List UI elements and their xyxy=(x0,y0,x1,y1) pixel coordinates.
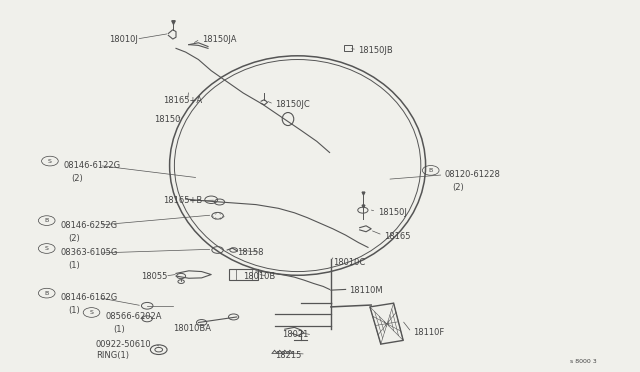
Text: (2): (2) xyxy=(68,234,80,243)
Text: 18010C: 18010C xyxy=(333,258,365,267)
Text: 18055: 18055 xyxy=(141,272,167,280)
Text: (1): (1) xyxy=(113,326,125,334)
Text: 08146-6252G: 08146-6252G xyxy=(61,221,118,230)
Text: B: B xyxy=(45,291,49,296)
Text: 18150: 18150 xyxy=(154,115,180,124)
Text: RING(1): RING(1) xyxy=(96,351,129,360)
Text: (2): (2) xyxy=(452,183,464,192)
Text: 18110F: 18110F xyxy=(413,328,444,337)
Text: 18021: 18021 xyxy=(282,330,308,339)
Text: 00922-50610: 00922-50610 xyxy=(96,340,152,349)
Text: 18150JC: 18150JC xyxy=(275,100,310,109)
Text: 18215: 18215 xyxy=(275,351,301,360)
Text: (1): (1) xyxy=(68,306,80,315)
Bar xyxy=(229,269,258,280)
Text: 18150JB: 18150JB xyxy=(358,46,393,55)
Text: 18010J: 18010J xyxy=(109,35,138,44)
Text: S: S xyxy=(90,310,93,315)
Text: 08146-6122G: 08146-6122G xyxy=(64,161,121,170)
Text: 08146-6162G: 08146-6162G xyxy=(61,293,118,302)
Text: S: S xyxy=(45,246,49,251)
Text: 18165: 18165 xyxy=(384,232,410,241)
Text: 08363-6105G: 08363-6105G xyxy=(61,248,118,257)
Text: 18165+A: 18165+A xyxy=(163,96,202,105)
Text: (1): (1) xyxy=(68,262,80,270)
Text: 08566-6202A: 08566-6202A xyxy=(106,312,162,321)
Text: 18110M: 18110M xyxy=(349,286,383,295)
Text: (2): (2) xyxy=(72,174,83,183)
Text: 18150J: 18150J xyxy=(378,208,406,217)
Text: 18165+B: 18165+B xyxy=(163,196,202,205)
Text: 08120-61228: 08120-61228 xyxy=(445,170,500,179)
Bar xyxy=(344,45,352,51)
Text: S: S xyxy=(48,158,52,164)
Text: 18010BA: 18010BA xyxy=(173,324,211,333)
Text: 18158: 18158 xyxy=(237,248,263,257)
Text: 18010B: 18010B xyxy=(243,272,275,280)
Text: 18150JA: 18150JA xyxy=(202,35,236,44)
Text: B: B xyxy=(429,168,433,173)
Text: B: B xyxy=(45,218,49,223)
Text: s 8000 3: s 8000 3 xyxy=(570,359,596,364)
